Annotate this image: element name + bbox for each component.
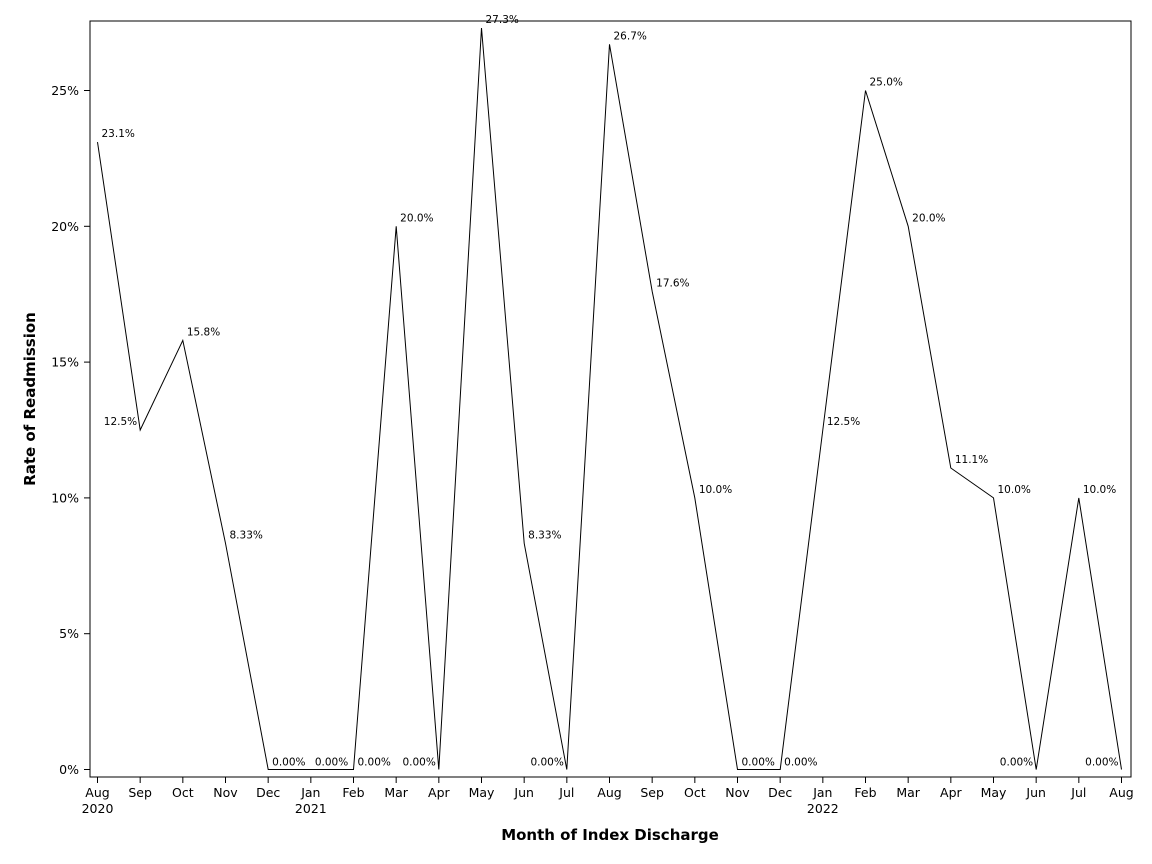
data-label: 23.1% — [102, 128, 135, 140]
data-label: 20.0% — [400, 212, 433, 224]
x-year-label: 2021 — [295, 801, 327, 816]
x-tick-label: Nov — [213, 785, 238, 800]
data-label: 17.6% — [656, 277, 689, 289]
plot-frame — [89, 20, 1132, 778]
x-tick-label: Apr — [940, 785, 962, 800]
x-tick-label: Aug — [1109, 785, 1133, 800]
data-label: 0.00% — [784, 757, 817, 769]
data-label: 12.5% — [827, 416, 860, 428]
x-tick-label: Jan — [812, 785, 832, 800]
x-tick-label: Feb — [854, 785, 876, 800]
x-tick-label: Dec — [256, 785, 280, 800]
data-label: 0.00% — [402, 757, 435, 769]
data-label: 10.0% — [1083, 484, 1116, 496]
x-tick-label: Jul — [558, 785, 574, 800]
data-label: 0.00% — [530, 757, 563, 769]
x-year-label: 2022 — [807, 801, 839, 816]
y-tick-label: 5% — [59, 626, 79, 641]
data-label: 10.0% — [998, 484, 1031, 496]
x-axis-title: Month of Index Discharge — [501, 826, 719, 844]
y-tick-label: 20% — [51, 219, 79, 234]
x-tick-label: Jul — [1070, 785, 1086, 800]
x-tick-label: Dec — [768, 785, 792, 800]
data-label: 11.1% — [955, 454, 988, 466]
data-label: 8.33% — [528, 529, 561, 541]
x-tick-label: Aug — [85, 785, 109, 800]
data-label: 0.00% — [358, 757, 391, 769]
x-year-label: 2020 — [82, 801, 114, 816]
x-tick-label: Aug — [597, 785, 621, 800]
data-label: 25.0% — [870, 77, 903, 89]
data-labels: 23.1% 12.5% 15.8% 8.33% 0.00% 0.00% 0.00% 20.0%… — [102, 14, 1119, 768]
x-tick-label: Oct — [684, 785, 706, 800]
x-tick-label: May — [469, 785, 495, 800]
data-label: 0.00% — [1000, 757, 1033, 769]
data-label: 0.00% — [742, 757, 775, 769]
y-tick-label: 15% — [51, 355, 79, 370]
y-tick-label: 25% — [51, 83, 79, 98]
data-label: 0.00% — [272, 757, 305, 769]
x-tick-label: Mar — [384, 785, 408, 800]
x-tick-label: Jun — [513, 785, 534, 800]
y-tick-label: 10% — [51, 490, 79, 505]
data-label: 20.0% — [912, 212, 945, 224]
x-tick-label: Mar — [896, 785, 920, 800]
x-tick-label: Oct — [172, 785, 194, 800]
x-tick-label: Jun — [1025, 785, 1046, 800]
series-line — [97, 27, 1122, 770]
x-tick-label: Sep — [128, 785, 152, 800]
y-axis: 0% 5% 10% 15% 20% 25% — [51, 83, 90, 777]
x-tick-label: Nov — [725, 785, 750, 800]
x-tick-label: Jan — [300, 785, 320, 800]
data-label: 12.5% — [104, 416, 137, 428]
x-tick-label: Sep — [640, 785, 664, 800]
data-label: 0.00% — [315, 757, 348, 769]
x-tick-label: Apr — [428, 785, 450, 800]
x-tick-label: May — [981, 785, 1007, 800]
data-label: 26.7% — [614, 30, 647, 42]
x-tick-label: Feb — [342, 785, 364, 800]
data-label: 27.3% — [486, 14, 519, 26]
y-tick-label: 0% — [59, 762, 79, 777]
y-axis-title: Rate of Readmission — [21, 312, 39, 486]
data-label: 15.8% — [187, 326, 220, 338]
data-label: 8.33% — [230, 529, 263, 541]
data-label: 10.0% — [699, 484, 732, 496]
data-label: 0.00% — [1085, 757, 1118, 769]
